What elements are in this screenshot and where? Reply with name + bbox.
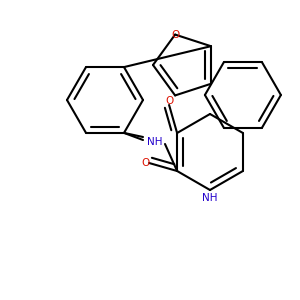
Text: O: O <box>171 30 179 40</box>
Text: NH: NH <box>147 137 163 147</box>
Text: NH: NH <box>202 193 218 203</box>
Text: O: O <box>165 96 173 106</box>
Text: O: O <box>141 158 149 168</box>
